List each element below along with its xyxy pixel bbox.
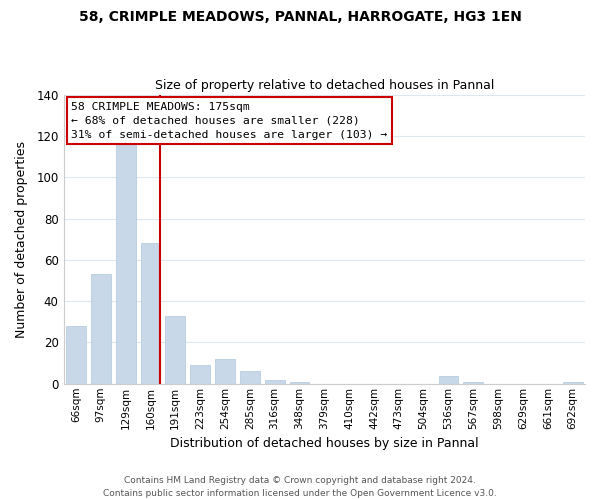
Bar bbox=[116, 140, 136, 384]
Bar bbox=[265, 380, 284, 384]
Bar bbox=[439, 376, 458, 384]
Bar bbox=[91, 274, 111, 384]
Bar bbox=[563, 382, 583, 384]
Bar bbox=[290, 382, 310, 384]
Text: Contains HM Land Registry data © Crown copyright and database right 2024.
Contai: Contains HM Land Registry data © Crown c… bbox=[103, 476, 497, 498]
Text: 58, CRIMPLE MEADOWS, PANNAL, HARROGATE, HG3 1EN: 58, CRIMPLE MEADOWS, PANNAL, HARROGATE, … bbox=[79, 10, 521, 24]
Bar bbox=[66, 326, 86, 384]
Bar bbox=[215, 359, 235, 384]
Title: Size of property relative to detached houses in Pannal: Size of property relative to detached ho… bbox=[155, 79, 494, 92]
Y-axis label: Number of detached properties: Number of detached properties bbox=[15, 140, 28, 338]
Bar bbox=[463, 382, 483, 384]
Bar bbox=[166, 316, 185, 384]
Bar bbox=[190, 365, 210, 384]
X-axis label: Distribution of detached houses by size in Pannal: Distribution of detached houses by size … bbox=[170, 437, 479, 450]
Bar bbox=[140, 244, 160, 384]
Bar bbox=[240, 372, 260, 384]
Text: 58 CRIMPLE MEADOWS: 175sqm
← 68% of detached houses are smaller (228)
31% of sem: 58 CRIMPLE MEADOWS: 175sqm ← 68% of deta… bbox=[71, 102, 388, 140]
